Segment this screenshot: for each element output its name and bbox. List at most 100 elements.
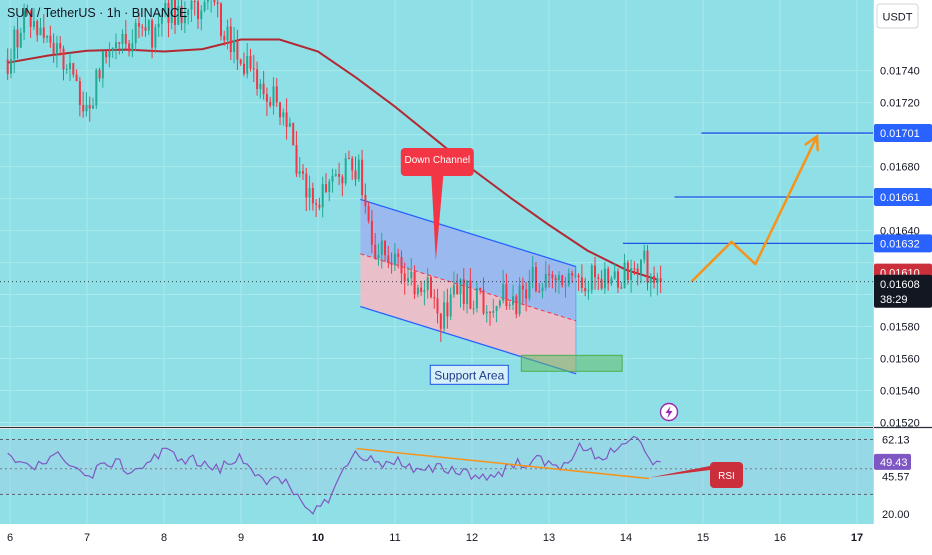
candle-body (502, 284, 505, 301)
time-tick-label: 10 (312, 532, 324, 544)
forecast-projection[interactable] (690, 133, 819, 283)
candle-body (26, 10, 29, 13)
candle-body (518, 285, 521, 315)
channel-upper-fill (360, 199, 576, 321)
candle-body (607, 268, 610, 284)
lightning-icon[interactable] (659, 402, 679, 422)
candle-body (82, 105, 85, 112)
price-tick-label: 0.01580 (880, 322, 920, 334)
time-tick-label: 15 (697, 532, 709, 544)
candle-body (249, 56, 252, 69)
candle-body (472, 308, 475, 310)
candle-body (548, 274, 551, 275)
candle-body (229, 26, 232, 52)
candle-body (380, 240, 383, 255)
candle-body (554, 278, 557, 281)
time-tick-label: 12 (466, 532, 478, 544)
candle-body (508, 304, 511, 306)
candle-body (160, 14, 163, 24)
price-tick-label: 0.01540 (880, 386, 920, 398)
rsi-axis[interactable]: 62.13 20.00 49.43 45.57 (874, 435, 911, 521)
candle-body (515, 296, 518, 315)
candle-body (348, 158, 350, 160)
candle-body (213, 0, 216, 3)
candle-body (10, 59, 12, 74)
support-area-drawing[interactable]: Support Area (429, 354, 623, 385)
candle-body (577, 275, 580, 278)
forecast-arrowhead (804, 133, 819, 152)
price-axis[interactable]: 0.015200.015400.015600.015800.016400.016… (0, 66, 932, 430)
price-level-badge (874, 234, 932, 253)
candle-body (55, 43, 58, 54)
currency-selector[interactable]: USDT (876, 3, 919, 29)
price-level-lines[interactable] (622, 132, 873, 245)
candle-body (138, 23, 140, 27)
candle-body (16, 29, 19, 48)
candle-body (246, 56, 249, 74)
candle-body (279, 102, 281, 118)
candle-body (321, 184, 324, 208)
candle-body (78, 81, 81, 105)
candle-body (42, 27, 45, 38)
candle-body (19, 32, 22, 48)
candle-body (285, 112, 288, 127)
candle-body (115, 42, 117, 49)
time-tick-label: 6 (7, 532, 13, 544)
candle-body (436, 298, 439, 314)
last-price-badge (874, 274, 932, 308)
candle-body (656, 278, 659, 283)
channel-mid-line (360, 253, 577, 322)
rsi-trendline[interactable] (356, 447, 650, 480)
candle-body (403, 273, 406, 282)
candle-body (131, 43, 134, 52)
candle-body (325, 184, 327, 192)
candle-body (390, 262, 393, 266)
candle-body (259, 83, 262, 90)
rsi-callout-label: RSI (718, 471, 735, 482)
rsi-mid-label: 45.57 (882, 472, 910, 484)
candle-body (108, 51, 111, 58)
candle-body (617, 271, 619, 288)
candle-body (462, 279, 465, 304)
support-area-label: Support Area (434, 368, 504, 382)
support-area-box[interactable] (520, 354, 623, 372)
candle-body (33, 21, 35, 27)
candle-body (269, 101, 272, 106)
candle-body (541, 287, 544, 292)
candle-body (69, 63, 71, 70)
time-tick-label: 7 (84, 532, 90, 544)
candle-body (341, 176, 344, 184)
support-area-label-box (429, 364, 509, 385)
candle-body (649, 275, 652, 283)
candle-body (200, 10, 203, 20)
candle-body (557, 275, 560, 281)
candle-body (292, 123, 295, 146)
candle-body (423, 290, 426, 292)
time-tick-label: 8 (161, 532, 167, 544)
last-price-label: 0.01608 (880, 279, 920, 291)
candle-body (92, 105, 94, 109)
time-axis[interactable]: 6 7 8 9 10 11 12 13 14 15 16 17 (7, 532, 863, 544)
candle-body (111, 48, 114, 52)
candle-body (220, 3, 222, 37)
candle-body (141, 26, 144, 28)
candle-body (544, 274, 547, 288)
time-axis-background (0, 524, 932, 550)
candle-body (88, 104, 91, 109)
candle-body (13, 29, 16, 60)
candle-body (571, 273, 574, 276)
forecast-path[interactable] (690, 135, 819, 283)
candle-body (302, 171, 304, 174)
channel-upper-line[interactable] (360, 198, 577, 268)
rsi-tick-label: 62.13 (882, 435, 910, 447)
candle-body (564, 285, 567, 287)
candle-body (590, 265, 593, 291)
candle-body (75, 74, 78, 81)
candle-body (446, 302, 449, 317)
candle-body (364, 195, 367, 207)
price-level-badge-label: 0.01632 (880, 238, 920, 250)
candle-body (174, 0, 176, 25)
time-tick-label: 14 (620, 532, 632, 544)
candle-body (331, 175, 334, 182)
